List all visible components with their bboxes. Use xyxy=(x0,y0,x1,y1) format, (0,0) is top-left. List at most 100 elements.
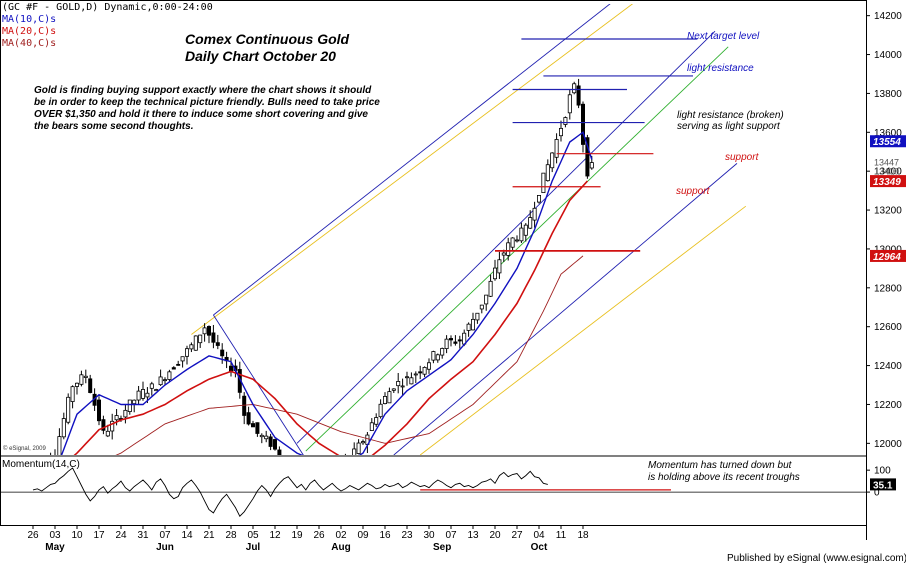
x-tick-label: 02 xyxy=(335,530,347,541)
candle-body xyxy=(193,335,198,351)
channel-line-4 xyxy=(393,163,738,455)
candle-body xyxy=(149,383,154,389)
price-tag-bg xyxy=(870,175,906,188)
candle-body xyxy=(123,409,128,418)
x-tick-label: 14 xyxy=(181,530,193,541)
candle-body xyxy=(75,382,80,387)
x-tick-label: 05 xyxy=(247,530,259,541)
momentum-note-1: Momentum has turned down but xyxy=(648,460,792,471)
x-tick-label: 12 xyxy=(269,530,281,541)
candle-body xyxy=(444,338,449,350)
footer-credit: Published by eSignal (www.esignal.com) xyxy=(727,553,906,564)
candle-body xyxy=(426,362,431,370)
candle-body xyxy=(287,463,290,464)
mom-tick-label: 0 xyxy=(874,488,880,499)
candle-body xyxy=(66,396,71,423)
candle-body xyxy=(488,280,493,297)
candle-body xyxy=(559,127,564,137)
candle-body xyxy=(300,466,303,469)
candle-body xyxy=(475,312,480,321)
candle-body xyxy=(572,83,577,94)
ma10-legend: MA(10,C)s xyxy=(2,14,56,26)
candle-body xyxy=(110,420,115,432)
month-label-oct: Oct xyxy=(531,542,548,553)
candle-body xyxy=(158,376,163,386)
candle-body xyxy=(272,439,277,450)
y-tick-label: 13200 xyxy=(874,206,902,217)
candle-body xyxy=(309,464,312,465)
x-tick-label: 24 xyxy=(115,530,127,541)
candle-body xyxy=(83,375,88,378)
candle-body xyxy=(378,403,383,418)
candle-body xyxy=(396,381,401,387)
candle-body xyxy=(374,417,379,425)
x-tick-label: 10 xyxy=(71,530,83,541)
candle-body xyxy=(532,207,537,221)
x-tick-label: 16 xyxy=(379,530,391,541)
channel-line-3 xyxy=(305,46,729,452)
candle-body xyxy=(554,139,559,158)
support-label-2: support xyxy=(676,186,710,197)
candle-body xyxy=(409,377,414,385)
candle-body xyxy=(114,415,119,421)
y-tick-label: 12600 xyxy=(874,322,902,333)
candle-body xyxy=(57,436,62,455)
candle-body xyxy=(360,441,365,444)
candle-body xyxy=(268,436,273,447)
candle-body xyxy=(431,351,436,361)
month-label-aug: Aug xyxy=(331,542,350,553)
ma20-legend: MA(20,C)s xyxy=(2,26,56,38)
y-tick-label: 13600 xyxy=(874,128,902,139)
channel-line-2 xyxy=(296,30,716,444)
mom-last-bg xyxy=(870,478,896,491)
x-tick-label: 26 xyxy=(313,530,325,541)
month-label-may: May xyxy=(45,542,65,553)
candle-body xyxy=(545,164,550,182)
y-tick-label: 12400 xyxy=(874,361,902,372)
candle-body xyxy=(313,466,316,471)
momentum-label: Momentum(14,C) xyxy=(2,459,80,470)
x-tick-label: 23 xyxy=(401,530,413,541)
candle-body xyxy=(291,465,294,468)
x-tick-label: 09 xyxy=(357,530,369,541)
x-tick-label: 17 xyxy=(93,530,105,541)
candle-body xyxy=(127,399,132,412)
candle-body xyxy=(567,94,572,114)
candle-body xyxy=(132,399,137,405)
candle-body xyxy=(215,342,220,346)
x-tick-label: 19 xyxy=(291,530,303,541)
ma10-label: MA(10,C)s xyxy=(2,14,57,25)
x-tick-label: 07 xyxy=(445,530,457,541)
candle-body xyxy=(550,152,555,169)
candle-body xyxy=(259,434,264,438)
ma10-line xyxy=(60,131,593,455)
candle-body xyxy=(563,117,568,125)
candle-body xyxy=(211,332,216,343)
x-tick-label: 31 xyxy=(137,530,149,541)
candle-body xyxy=(523,224,528,236)
x-tick-label: 28 xyxy=(225,530,237,541)
candle-body xyxy=(339,464,342,466)
candle-body xyxy=(413,373,418,376)
ma40-legend: MA(40,C)s xyxy=(2,38,56,50)
candle-body xyxy=(492,267,497,280)
candle-body xyxy=(202,327,207,335)
candle-body xyxy=(282,458,285,467)
candle-body xyxy=(140,389,145,399)
x-tick-label: 03 xyxy=(49,530,61,541)
price-tag-bg xyxy=(870,249,906,262)
broken-resistance-label-2: serving as light support xyxy=(677,121,780,132)
price-tag-13400: 13400 xyxy=(874,167,899,177)
chart-subtitle: Daily Chart October 20 xyxy=(185,48,336,64)
candle-body xyxy=(335,464,338,465)
candle-body xyxy=(167,371,172,380)
candle-body xyxy=(470,318,475,331)
momentum-plot xyxy=(0,467,866,517)
price-plot xyxy=(50,4,747,471)
symbol-label: (GC #F - GOLD,D) Dynamic,0:00-24:00 xyxy=(2,2,213,13)
x-tick-label: 04 xyxy=(533,530,545,541)
candle-body xyxy=(136,390,141,401)
momentum-panel: 0 100 35.1 xyxy=(0,466,896,517)
candle-body xyxy=(391,388,396,391)
momentum-note-2: is holding above its recent troughs xyxy=(648,472,800,483)
